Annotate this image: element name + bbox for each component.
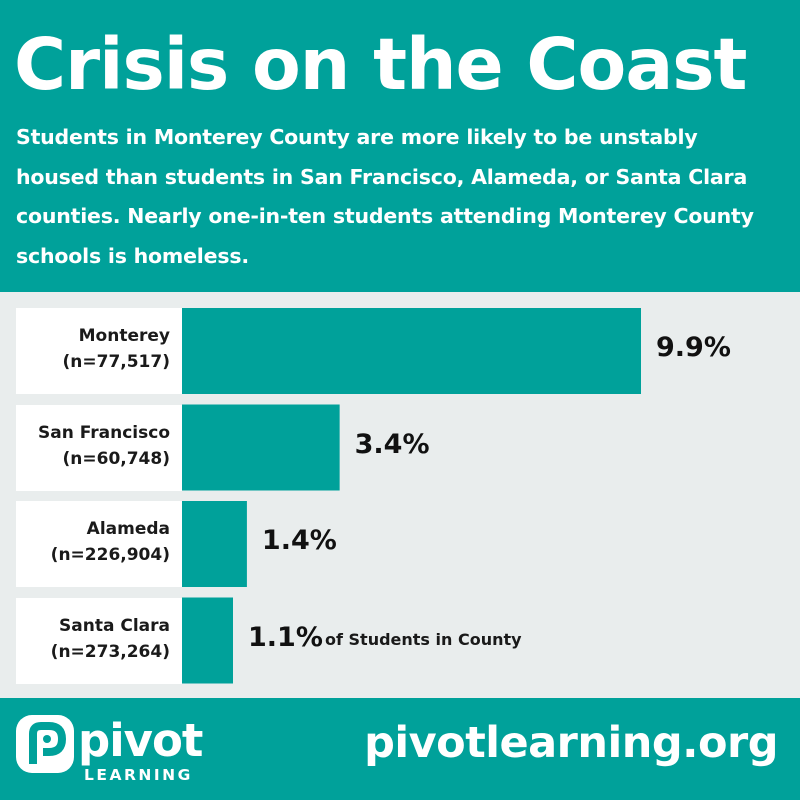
page-subtitle: Students in Monterey County are more lik… xyxy=(16,125,754,268)
bar-chart-svg xyxy=(182,308,641,684)
data-label: 9.9% xyxy=(656,332,731,363)
svg-text:pivot: pivot xyxy=(78,714,203,767)
value-unit-note: of Students in County xyxy=(325,629,522,649)
svg-text:LEARNING: LEARNING xyxy=(84,766,193,784)
bar-chart: Monterey (n=77,517) 9.9% San Francisco (n=60… xyxy=(0,292,800,698)
category-label-box: Monterey (n=77,517) xyxy=(16,308,182,394)
data-label: 1.1% xyxy=(248,621,323,653)
sample-size-label: (n=60,748) xyxy=(62,448,171,469)
sample-size-label: (n=273,264) xyxy=(50,641,170,662)
category-label: Santa Clara xyxy=(59,615,170,636)
data-label: 3.4% xyxy=(354,428,430,460)
category-label-box: Alameda (n=226,904) xyxy=(16,501,182,587)
category-label: Monterey xyxy=(78,326,170,346)
pivot-learning-logo[interactable]: pivot LEARNING xyxy=(16,712,226,784)
category-label: Alameda xyxy=(86,519,170,539)
category-label: San Francisco xyxy=(38,422,170,443)
category-label-box: San Francisco (n=60,748) xyxy=(16,404,182,491)
bar xyxy=(182,501,247,587)
bar xyxy=(182,308,641,394)
header-banner: Crisis on the Coast Students in Monterey… xyxy=(0,0,800,292)
data-label: 1.4% xyxy=(261,525,337,556)
sample-size-label: (n=226,904) xyxy=(50,545,170,565)
category-label-box: Santa Clara (n=273,264) xyxy=(16,597,182,684)
page-title: Crisis on the Coast xyxy=(14,23,747,106)
bar xyxy=(182,404,340,491)
bar xyxy=(182,597,233,684)
website-link[interactable]: pivotlearning.org xyxy=(364,718,778,768)
sample-size-label: (n=77,517) xyxy=(62,352,171,372)
footer-banner: pivot LEARNING pivotlearning.org xyxy=(0,698,800,800)
